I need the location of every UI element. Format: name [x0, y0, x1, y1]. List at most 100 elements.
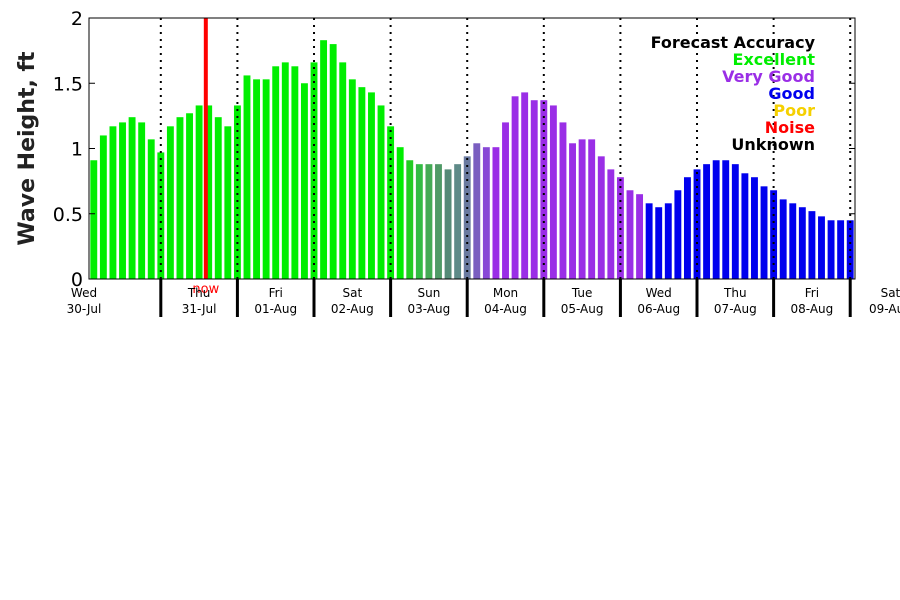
- bar-62: [683, 177, 691, 279]
- bar-11: [195, 105, 203, 279]
- bar-44: [511, 96, 519, 279]
- x-day-date-1: 31-Jul: [182, 302, 217, 316]
- bar-25: [329, 44, 337, 279]
- bar-48: [549, 105, 557, 279]
- x-day-date-9: 08-Aug: [791, 302, 834, 316]
- bar-28: [358, 87, 366, 279]
- x-day-name-6: Tue: [571, 286, 593, 300]
- bar-71: [770, 190, 778, 279]
- bar-21: [291, 66, 299, 279]
- x-day-name-1: Thu: [187, 286, 211, 300]
- bar-3: [119, 122, 126, 280]
- bar-75: [808, 211, 816, 279]
- bar-9: [176, 117, 184, 280]
- bar-22: [300, 83, 308, 279]
- legend-entry-3: Poor: [773, 101, 815, 120]
- y-tick-label-3: 1.5: [53, 73, 83, 95]
- x-day-name-8: Thu: [723, 286, 747, 300]
- x-day-date-6: 05-Aug: [561, 302, 604, 316]
- bar-77: [827, 220, 835, 279]
- bar-32: [396, 147, 404, 279]
- x-day-name-9: Fri: [805, 286, 819, 300]
- bar-65: [712, 160, 720, 279]
- bar-36: [435, 164, 442, 279]
- bar-8: [166, 126, 174, 279]
- bar-61: [674, 190, 682, 279]
- bar-72: [779, 199, 787, 279]
- y-axis-label: Wave Height, ft: [15, 51, 40, 246]
- y-tick-label-4: 2: [71, 8, 83, 30]
- y-axis: 0 0.5 1 1.5 2: [53, 8, 855, 291]
- y-tick-label-1: 0.5: [53, 204, 83, 226]
- bar-4: [128, 117, 136, 280]
- bar-47: [540, 100, 548, 280]
- y-tick-label-2: 1: [71, 139, 83, 161]
- bar-16: [243, 75, 251, 279]
- bar-49: [559, 122, 567, 280]
- bars-group: [90, 40, 854, 280]
- bar-63: [693, 169, 701, 279]
- bar-66: [722, 160, 730, 279]
- bar-38: [454, 164, 462, 279]
- x-day-date-8: 07-Aug: [714, 302, 757, 316]
- bar-0: [90, 160, 98, 279]
- bar-57: [636, 194, 644, 279]
- x-day-date-7: 06-Aug: [637, 302, 680, 316]
- bar-70: [760, 186, 768, 279]
- x-day-date-4: 03-Aug: [408, 302, 451, 316]
- bar-56: [626, 190, 634, 279]
- legend-entry-5: Unknown: [731, 135, 815, 154]
- legend-entry-1: Very Good: [722, 67, 815, 86]
- bar-68: [741, 173, 749, 279]
- bar-19: [272, 66, 280, 279]
- bar-53: [597, 156, 605, 279]
- bar-18: [262, 79, 270, 279]
- bar-23: [310, 62, 318, 280]
- bar-46: [530, 100, 538, 280]
- bar-54: [607, 169, 615, 279]
- bar-69: [751, 177, 758, 279]
- now-marker: now: [192, 18, 220, 297]
- bar-73: [789, 203, 797, 279]
- bar-45: [521, 92, 529, 279]
- bar-60: [664, 203, 672, 279]
- bar-10: [186, 113, 193, 279]
- bar-58: [645, 203, 653, 279]
- x-day-name-3: Sat: [342, 286, 362, 300]
- legend-entry-0: Excellent: [733, 50, 816, 69]
- day-separator-lines: [159, 18, 852, 317]
- bar-50: [569, 143, 576, 279]
- x-axis: Wed 30-Jul Thu 31-Jul Fri 01-Aug Sat 02-Aug Sun 0…: [67, 286, 900, 316]
- legend-entry-2: Good: [768, 84, 815, 103]
- bar-30: [377, 105, 385, 279]
- bar-17: [253, 79, 261, 279]
- legend-entry-4: Noise: [765, 118, 815, 137]
- legend-title: Forecast Accuracy: [651, 33, 816, 52]
- bar-20: [281, 62, 289, 280]
- y-tick-label-0: 0: [71, 269, 83, 291]
- bar-5: [138, 122, 146, 280]
- x-day-name-5: Mon: [493, 286, 518, 300]
- bar-29: [368, 92, 375, 279]
- bar-59: [655, 207, 663, 279]
- bar-37: [444, 169, 452, 279]
- x-day-date-2: 01-Aug: [254, 302, 297, 316]
- bar-34: [415, 164, 423, 279]
- x-day-name-10: Sat: [881, 286, 900, 300]
- x-day-date-10: 09-Aug: [869, 302, 900, 316]
- bar-35: [425, 164, 433, 279]
- bar-13: [214, 117, 222, 280]
- bar-1: [99, 135, 107, 279]
- x-day-name-4: Sun: [417, 286, 440, 300]
- bar-40: [473, 143, 481, 279]
- bar-76: [818, 216, 825, 279]
- bar-78: [837, 220, 845, 279]
- bar-51: [578, 139, 586, 279]
- x-day-name-2: Fri: [269, 286, 283, 300]
- bar-33: [406, 160, 414, 279]
- bar-43: [502, 122, 509, 280]
- bar-39: [463, 156, 471, 279]
- bar-14: [224, 126, 232, 279]
